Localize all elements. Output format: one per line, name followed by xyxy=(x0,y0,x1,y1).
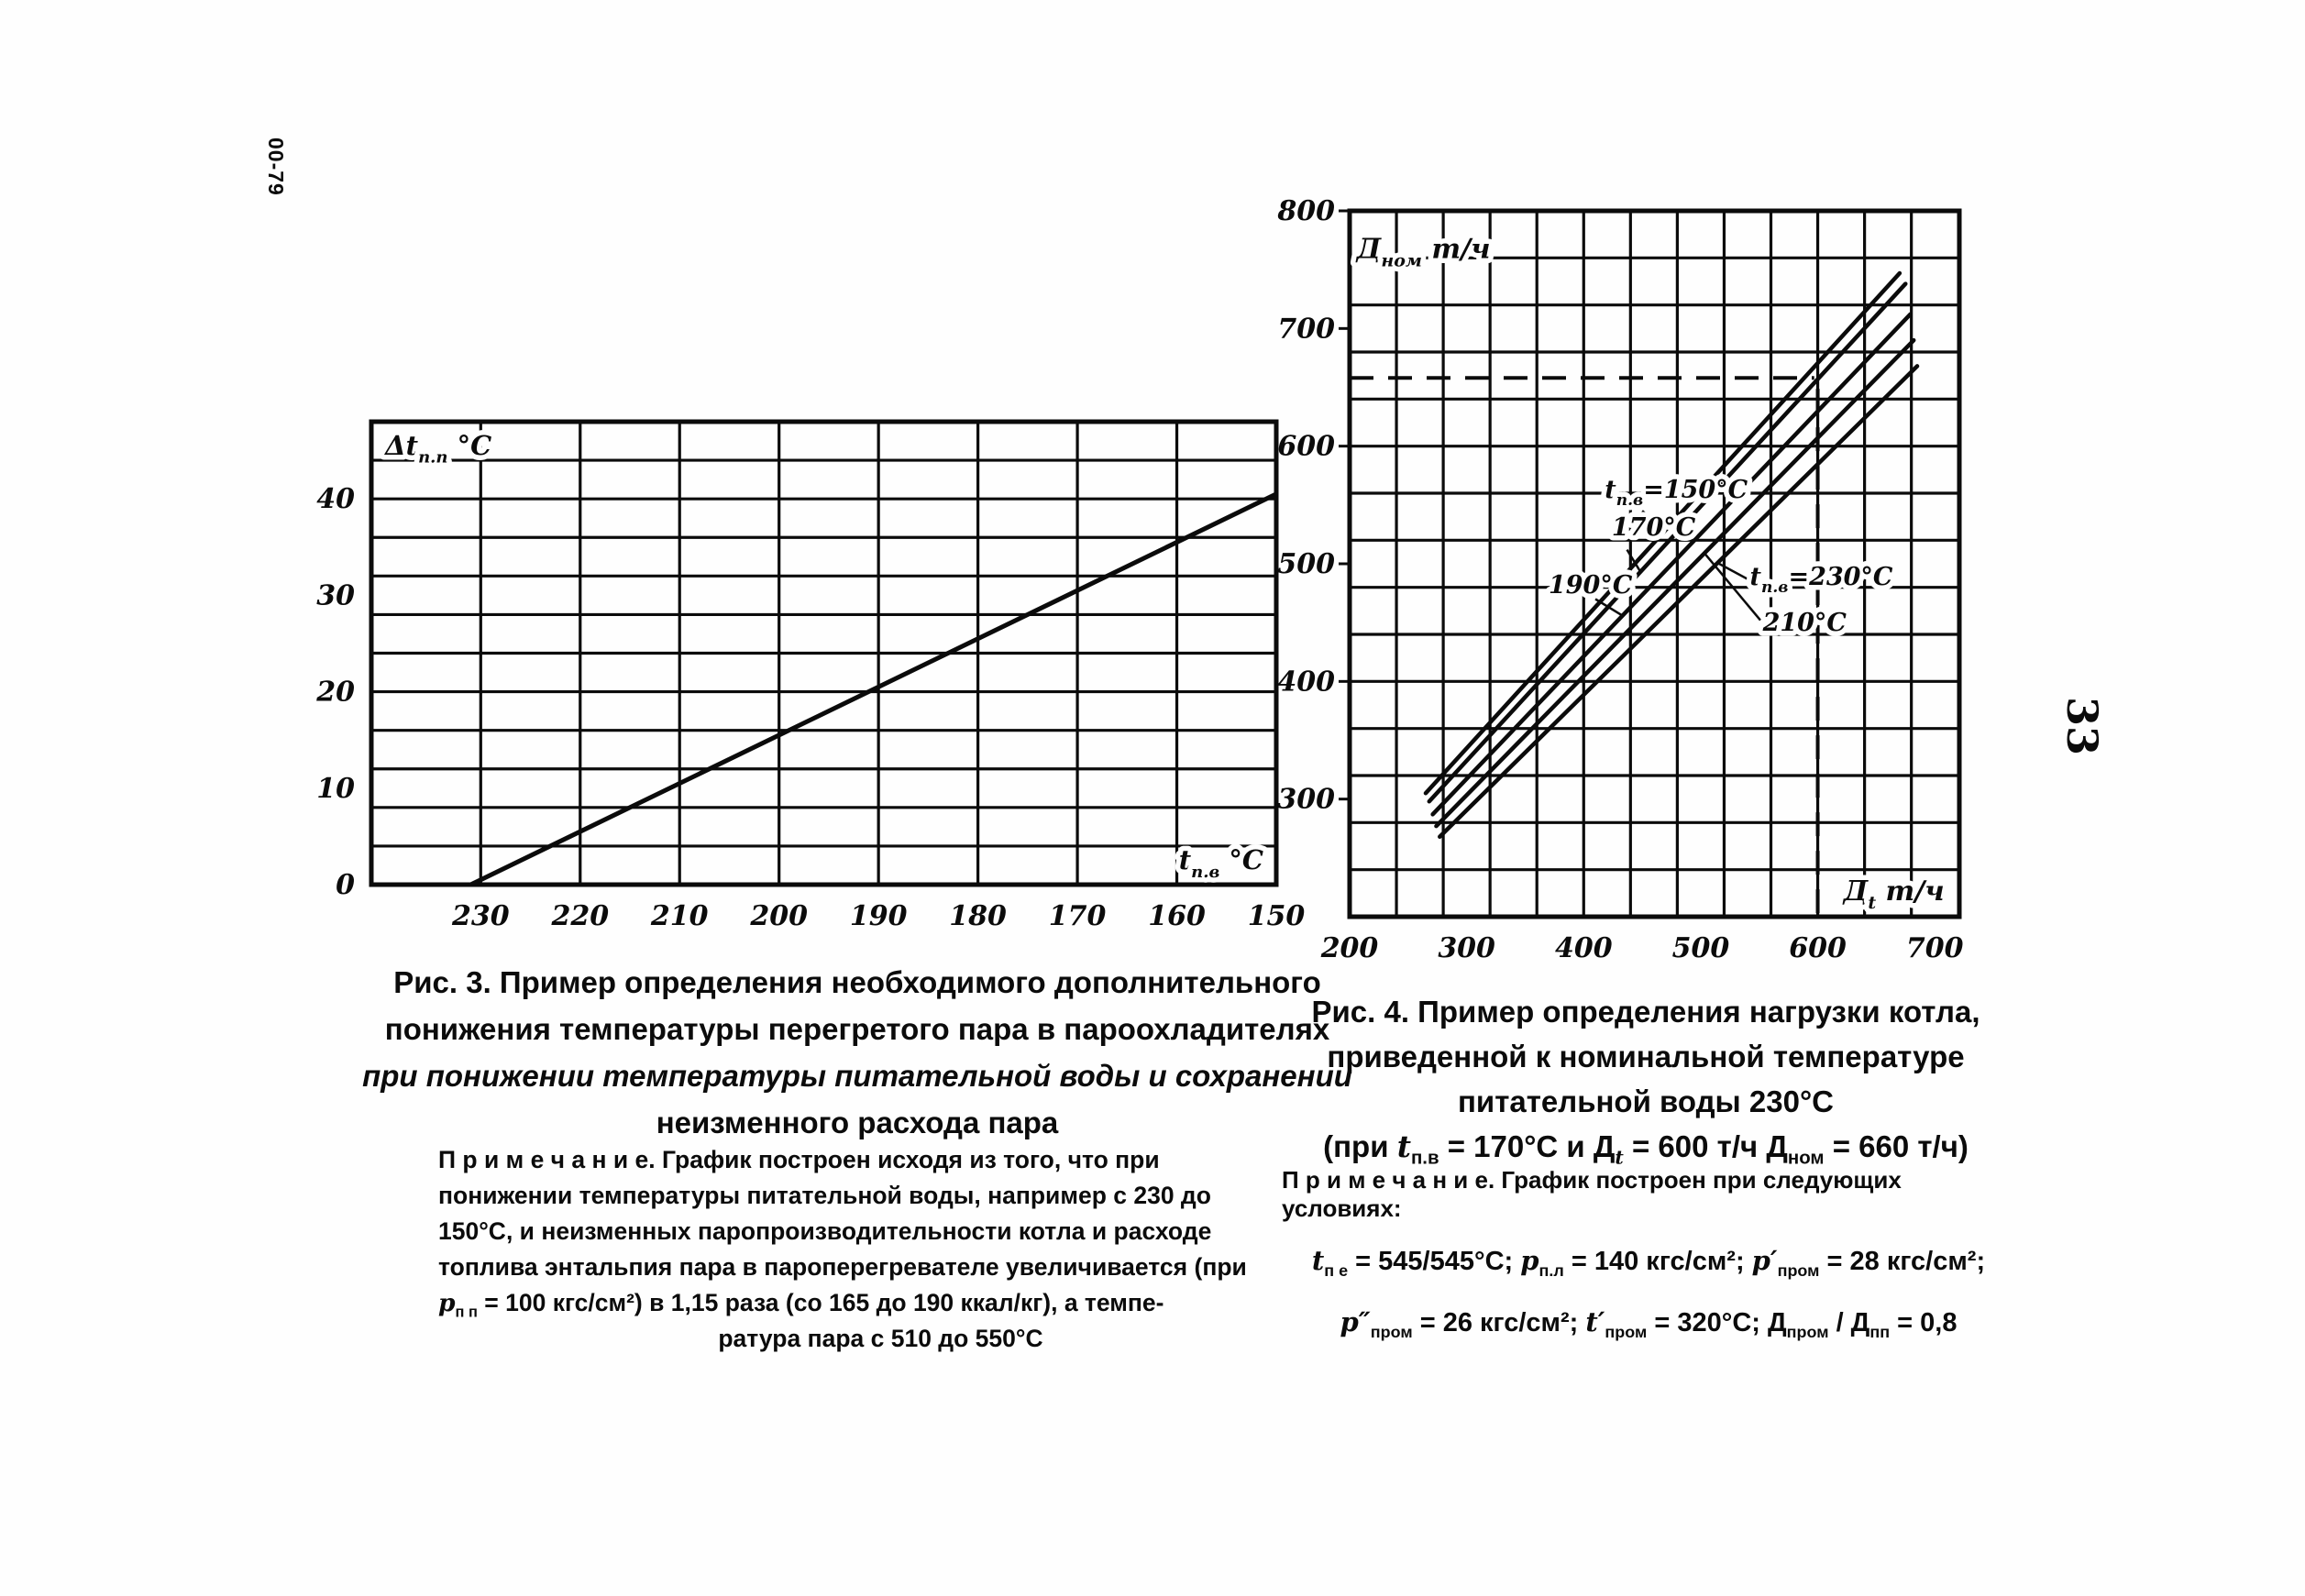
x-tick-label: 200 xyxy=(1320,932,1379,964)
y-tick-label: 800 xyxy=(1276,195,1335,227)
label-leader-line xyxy=(1594,598,1624,617)
figure3-caption-line: понижения температуры перегретого пара в… xyxy=(384,1012,1330,1046)
plot-border xyxy=(369,419,1279,887)
figure3-caption-line: Рис. 3. Пример определения необходимого … xyxy=(393,965,1321,999)
y-tick-label: 0 xyxy=(336,869,355,901)
x-tick-label: 500 xyxy=(1672,932,1730,964)
x-tick-label: 600 xyxy=(1789,932,1847,964)
figure4-caption-line: питательной воды 230°С xyxy=(1457,1084,1834,1118)
y-tick-label: 300 xyxy=(1277,784,1335,816)
figure4-note-line: tп е = 545/545°С; рп.л = 140 кгс/см²; р′… xyxy=(1311,1245,1986,1280)
figure3-caption-line: при понижении температуры питательной во… xyxy=(362,1059,1352,1093)
figure4-caption-line: Рис. 4. Пример определения нагрузки котл… xyxy=(1311,995,1980,1029)
label-leader-line xyxy=(1641,510,1667,533)
y-axis-inner-label: Дном т/ч xyxy=(1355,233,1491,270)
y-tick-label: 40 xyxy=(316,483,355,515)
y-tick-label: 10 xyxy=(316,773,355,805)
figure4-note-line: П р и м е ч а н и е. График построен при… xyxy=(1282,1166,1902,1222)
label-leader-line xyxy=(1704,553,1761,622)
figure4-caption: Рис. 4. Пример определения нагрузки котл… xyxy=(1279,989,2013,1169)
series-line xyxy=(1423,270,1902,796)
x-tick-label: 230 xyxy=(451,900,510,932)
y-tick-label: 30 xyxy=(316,579,355,611)
x-tick-label: 160 xyxy=(1148,900,1206,932)
label-leader-line xyxy=(1716,561,1748,580)
label-leader-line xyxy=(1626,548,1641,572)
curve-label-190: 190°С xyxy=(1549,571,1633,600)
x-tick-label: 190 xyxy=(850,900,908,932)
figure4-note: П р и м е ч а н и е. График построен при… xyxy=(1282,1166,2015,1341)
series-line xyxy=(1438,364,1920,839)
x-tick-label: 180 xyxy=(949,900,1007,932)
curve-label-210: 210°С xyxy=(1762,609,1847,637)
figure3-note-line: топлива энтальпия пара в пароперегревате… xyxy=(438,1253,1247,1281)
y-tick-label: 500 xyxy=(1277,548,1335,580)
x-axis-inner-label: Дt т/ч xyxy=(1842,875,1945,913)
figure3-note: П р и м е ч а н и е. График построен исх… xyxy=(438,1142,1323,1357)
series-line xyxy=(468,491,1279,887)
curve-label-170: 170°С xyxy=(1612,513,1696,542)
series-line xyxy=(1434,337,1916,829)
x-tick-label: 150 xyxy=(1248,900,1306,932)
x-tick-label: 300 xyxy=(1438,932,1495,964)
figure3-note-line: ратура пара с 510 до 550°С xyxy=(718,1325,1043,1352)
x-tick-label: 170 xyxy=(1049,900,1107,932)
x-axis-inner-label: tп.в °С xyxy=(1179,844,1263,882)
series-line xyxy=(1430,312,1913,817)
figure4-caption-line: приведенной к номинальной температуре xyxy=(1327,1040,1965,1073)
figure3-note-line: понижении температуры питательной воды, … xyxy=(438,1182,1211,1209)
figure3-note-line: П р и м е ч а н и е. График построен исх… xyxy=(438,1146,1160,1173)
figure4-note-line: р″пром = 26 кгс/см²; t′пром = 320°С; Дпр… xyxy=(1340,1306,1958,1341)
x-tick-label: 200 xyxy=(749,900,808,932)
x-tick-label: 700 xyxy=(1906,932,1964,964)
figure3-caption-line: неизменного расхода пара xyxy=(656,1106,1059,1139)
x-tick-label: 210 xyxy=(650,900,709,932)
y-tick-label: 20 xyxy=(315,677,355,709)
figure4-caption-line: (при tп.в = 170°С и Дt = 600 т/ч Дном = … xyxy=(1323,1128,1969,1169)
x-tick-label: 220 xyxy=(550,900,609,932)
x-tick-label: 400 xyxy=(1555,932,1613,964)
figure3-note-line: рп п = 100 кгс/см²) в 1,15 раза (со 165 … xyxy=(438,1289,1164,1321)
y-tick-label: 400 xyxy=(1277,666,1335,698)
figure3-note-line: 150°С, и неизменных паропроизводительнос… xyxy=(438,1217,1212,1245)
y-tick-label: 600 xyxy=(1277,431,1335,463)
series-line xyxy=(1427,281,1908,804)
y-tick-label: 700 xyxy=(1277,313,1335,345)
figure3-caption: Рис. 3. Пример определения необходимого … xyxy=(330,959,1384,1146)
